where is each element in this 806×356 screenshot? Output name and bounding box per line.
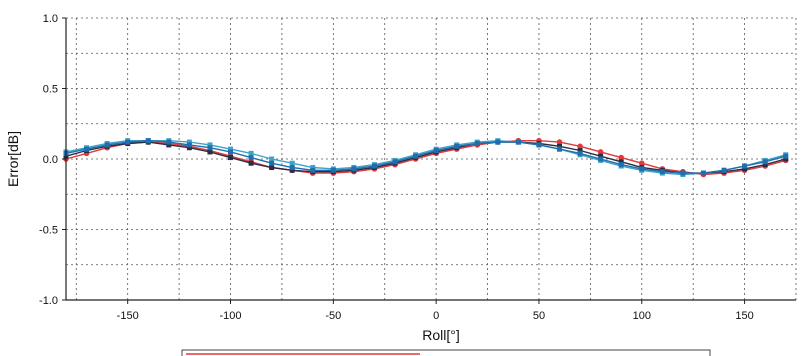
- series-4: [63, 138, 789, 176]
- x-tick-label: -100: [219, 310, 241, 322]
- data-point: [269, 156, 275, 162]
- data-point: [638, 160, 645, 167]
- data-point: [248, 160, 254, 166]
- data-point: [577, 148, 583, 154]
- data-point: [742, 166, 748, 172]
- data-point: [186, 139, 192, 145]
- data-point: [618, 154, 625, 161]
- data-point: [413, 153, 419, 159]
- data-point: [700, 170, 706, 176]
- data-point: [289, 160, 295, 166]
- data-point: [659, 169, 665, 175]
- data-point: [598, 153, 604, 159]
- data-point: [207, 142, 213, 148]
- data-point: [104, 142, 110, 148]
- legend-frame: [181, 349, 711, 356]
- data-point: [762, 162, 768, 168]
- data-point: [310, 164, 316, 170]
- data-point: [228, 149, 234, 155]
- data-point: [783, 156, 789, 162]
- data-point: [680, 170, 686, 176]
- series-line: [65, 139, 786, 174]
- data-point: [310, 167, 316, 173]
- data-point: [392, 159, 398, 165]
- series-line: [65, 139, 786, 176]
- series-line: [65, 139, 786, 176]
- data-point: [84, 146, 90, 152]
- x-tick-label: 0: [433, 310, 439, 322]
- series-layer: [63, 137, 789, 178]
- y-tick-label: -1.0: [39, 295, 58, 307]
- x-tick-label: 50: [533, 310, 545, 322]
- x-tick-label: -150: [117, 310, 139, 322]
- data-point: [125, 139, 131, 145]
- data-point: [289, 167, 295, 173]
- series-2: [63, 139, 789, 176]
- data-point: [598, 156, 604, 162]
- data-point: [639, 166, 645, 172]
- data-point: [618, 162, 624, 168]
- data-point: [618, 159, 624, 165]
- x-axis-label: Roll[°]: [422, 327, 460, 343]
- data-point: [433, 148, 439, 154]
- x-tick-label: 100: [633, 310, 651, 322]
- series-1: [63, 137, 789, 178]
- data-point: [186, 142, 192, 148]
- data-point: [207, 145, 213, 151]
- data-point: [248, 150, 254, 156]
- data-point: [248, 155, 254, 161]
- data-point: [742, 163, 748, 169]
- tick-labels: -150 -100 -50 0 50 100 150 1.0 0.5 0.0 -0.5 -1.0: [39, 13, 754, 322]
- data-point: [454, 143, 460, 149]
- y-tick-label: -0.5: [39, 225, 58, 237]
- data-point: [577, 150, 583, 156]
- data-point: [371, 163, 377, 169]
- x-tick-label: 150: [735, 310, 753, 322]
- data-point: [207, 149, 213, 155]
- data-point: [269, 164, 275, 170]
- x-tick-label: -50: [325, 310, 341, 322]
- data-point: [330, 167, 336, 173]
- data-point: [536, 142, 542, 148]
- grid: [66, 17, 797, 300]
- data-point: [557, 143, 563, 149]
- data-point: [557, 146, 563, 152]
- data-point: [762, 159, 768, 165]
- data-point: [721, 167, 727, 173]
- data-point: [228, 155, 234, 161]
- legend-box: [181, 349, 711, 356]
- data-point: [289, 164, 295, 170]
- y-axis-label: Error[dB]: [5, 131, 21, 187]
- data-point: [495, 139, 501, 145]
- data-point: [166, 142, 172, 148]
- y-tick-label: 1.0: [43, 13, 58, 25]
- y-tick-label: 0.5: [43, 84, 58, 96]
- data-point: [186, 145, 192, 151]
- data-point: [269, 160, 275, 166]
- data-point: [228, 146, 234, 152]
- data-point: [577, 143, 583, 150]
- data-point: [515, 139, 521, 145]
- data-point: [145, 138, 151, 144]
- data-point: [351, 166, 357, 172]
- data-point: [597, 149, 604, 155]
- data-point: [474, 140, 480, 146]
- y-tick-label: 0.0: [43, 154, 58, 166]
- data-point: [556, 139, 563, 145]
- series-line: [65, 141, 786, 174]
- data-point: [783, 153, 789, 159]
- data-point: [166, 139, 172, 145]
